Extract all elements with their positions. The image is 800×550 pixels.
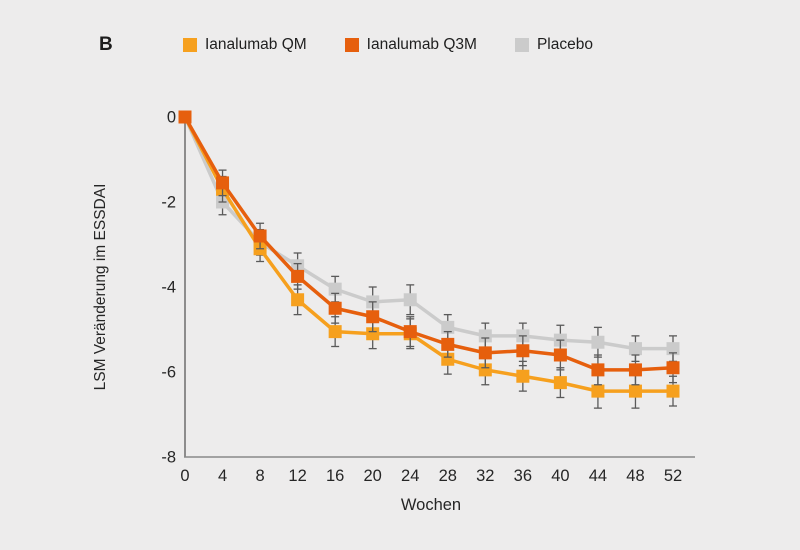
y-tick-labels: 0 -2 -4 -6 -8 bbox=[161, 109, 176, 467]
y-tick-label: -4 bbox=[161, 279, 176, 297]
axes bbox=[184, 117, 695, 458]
data-point-marker bbox=[478, 329, 492, 343]
data-point-marker bbox=[478, 363, 492, 377]
data-point-marker bbox=[253, 229, 267, 243]
data-point-marker bbox=[441, 320, 455, 334]
data-point-marker bbox=[516, 369, 530, 383]
x-tick-label: 36 bbox=[514, 467, 532, 485]
data-point-marker bbox=[291, 293, 305, 307]
data-point-marker bbox=[591, 384, 605, 398]
data-point-marker bbox=[328, 282, 342, 296]
y-tick-label: -8 bbox=[161, 449, 176, 467]
data-point-marker bbox=[628, 384, 642, 398]
y-tick-label: -6 bbox=[161, 364, 176, 382]
data-point-marker bbox=[553, 348, 567, 362]
data-point-marker bbox=[516, 344, 530, 358]
legend-swatch-q3m-icon bbox=[344, 37, 359, 52]
data-point-marker bbox=[628, 363, 642, 377]
data-point-marker bbox=[478, 346, 492, 360]
legend: Ianalumab QM Ianalumab Q3M Placebo bbox=[183, 37, 593, 53]
x-tick-label: 8 bbox=[255, 467, 264, 485]
x-tick-labels: 0 4 8 12 16 20 24 28 32 36 40 44 48 52 bbox=[180, 467, 682, 485]
legend-swatch-qm-icon bbox=[183, 37, 197, 52]
x-tick-label: 4 bbox=[218, 467, 227, 485]
y-axis-title: LSM Veränderung im ESSDAI bbox=[92, 184, 109, 391]
legend-label-q3m: Ianalumab Q3M bbox=[366, 36, 477, 53]
x-tick-label: 52 bbox=[664, 467, 682, 485]
x-tick-label: 48 bbox=[626, 467, 644, 485]
data-point-marker bbox=[366, 310, 380, 324]
legend-label-qm: Ianalumab QM bbox=[205, 36, 307, 53]
x-tick-label: 0 bbox=[180, 467, 189, 485]
data-point-marker bbox=[553, 376, 567, 390]
data-point-marker bbox=[628, 342, 642, 356]
x-axis-title: Wochen bbox=[401, 496, 461, 514]
data-point-marker bbox=[216, 176, 230, 190]
x-tick-label: 28 bbox=[439, 467, 457, 485]
data-point-marker bbox=[591, 335, 605, 349]
data-point-marker bbox=[441, 352, 455, 366]
x-tick-label: 32 bbox=[476, 467, 494, 485]
data-point-marker bbox=[366, 327, 380, 341]
legend-item-ianalumab-qm: Ianalumab QM bbox=[183, 37, 307, 53]
x-tick-label: 40 bbox=[551, 467, 569, 485]
data-point-marker bbox=[666, 361, 680, 375]
legend-label-placebo: Placebo bbox=[536, 36, 593, 53]
data-point-marker bbox=[666, 384, 680, 398]
x-tick-label: 20 bbox=[364, 467, 382, 485]
data-point-marker bbox=[591, 363, 605, 377]
data-point-marker bbox=[666, 342, 680, 356]
panel-label: B bbox=[99, 34, 113, 55]
x-tick-label: 12 bbox=[288, 467, 306, 485]
y-tick-label: -2 bbox=[161, 194, 176, 212]
legend-item-placebo: Placebo bbox=[514, 36, 593, 53]
data-point-marker bbox=[291, 269, 305, 283]
x-tick-label: 24 bbox=[401, 467, 419, 485]
y-tick-label: 0 bbox=[167, 109, 176, 127]
data-point-marker bbox=[328, 325, 342, 339]
legend-swatch-placebo-icon bbox=[514, 37, 529, 52]
data-point-marker bbox=[328, 301, 342, 315]
legend-item-ianalumab-q3m: Ianalumab Q3M bbox=[344, 36, 477, 53]
data-point-marker bbox=[403, 325, 417, 339]
x-tick-label: 16 bbox=[326, 467, 344, 485]
data-point-marker bbox=[178, 110, 192, 124]
x-tick-label: 44 bbox=[589, 467, 607, 485]
series-ianalumab-q3m bbox=[178, 110, 680, 386]
data-point-marker bbox=[441, 337, 455, 351]
data-point-marker bbox=[403, 293, 417, 307]
